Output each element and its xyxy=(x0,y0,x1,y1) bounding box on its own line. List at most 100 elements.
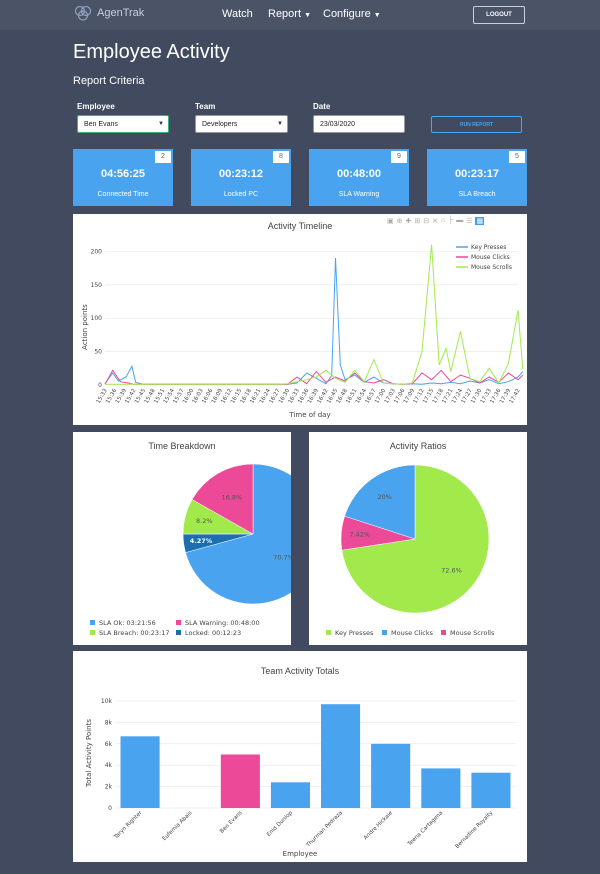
y-axis-label: Action points xyxy=(81,304,89,350)
stat-card-count: 2 xyxy=(155,151,171,163)
stat-card-label: Locked PC xyxy=(223,191,259,198)
date-label: Date xyxy=(313,102,331,111)
chevron-down-icon: ▼ xyxy=(277,121,283,127)
zoom-out-icon[interactable]: ⊟ xyxy=(423,218,430,225)
bar[interactable] xyxy=(421,768,461,808)
nav-configure[interactable]: Configure ▼ xyxy=(323,8,381,20)
y-tick-label: 6k xyxy=(105,741,113,748)
team-activity-totals-chart: 0 2k 4k 6k 8k 10k Taryn Righter Eufemia Abais B… xyxy=(85,698,516,858)
legend-label[interactable]: Mouse Scrolls xyxy=(450,629,495,637)
y-tick-label: 10k xyxy=(101,698,113,705)
stat-card-locked-pc: 8 00:23:12 Locked PC xyxy=(191,149,291,206)
date-input-value: 23/03/2020 xyxy=(320,120,356,128)
legend-label[interactable]: Key Presses xyxy=(471,244,506,251)
x-tick-label: Bernadine Royalty xyxy=(455,810,495,850)
x-tick-label: Andre Hickaie xyxy=(363,810,395,842)
slice-label: 4.27% xyxy=(190,537,213,545)
legend-swatch xyxy=(382,630,387,635)
bar[interactable] xyxy=(270,782,310,808)
slice-label: 16.8% xyxy=(221,494,242,502)
legend-label[interactable]: SLA Breach: 00:23:17 xyxy=(99,629,170,637)
legend-swatch xyxy=(326,630,331,635)
logout-button[interactable]: LOGOUT xyxy=(473,6,525,24)
slice-label: 8.2% xyxy=(196,517,213,525)
series-line[interactable] xyxy=(104,369,524,385)
stat-card-count: 5 xyxy=(509,151,525,163)
plotly-logo-icon[interactable]: ▦ xyxy=(475,217,485,225)
x-tick-label: Ben Evans xyxy=(219,810,244,835)
legend-label[interactable]: Mouse Scrolls xyxy=(471,264,512,271)
chevron-down-icon: ▼ xyxy=(158,121,164,127)
legend-label[interactable]: SLA Ok: 03:21:56 xyxy=(99,619,156,627)
stat-card-label: SLA Breach xyxy=(458,191,496,198)
team-select-value: Developers xyxy=(202,120,238,128)
series-line[interactable] xyxy=(105,244,524,385)
x-tick-label: Eufemia Abais xyxy=(162,810,194,842)
y-tick-label: 0 xyxy=(108,805,112,812)
activity-ratios-chart: 72.6% 7.42% 20% Key Presses Mouse Clicks Mou… xyxy=(326,464,495,637)
chevron-down-icon: ▼ xyxy=(373,12,381,19)
x-tick-label: Taryn Righter xyxy=(113,810,144,841)
time-breakdown-panel: Time Breakdown 70.7% 4.27% 8.2% 16.8% SLA O… xyxy=(73,432,291,645)
date-input[interactable]: 23/03/2020 xyxy=(313,115,405,133)
spike-icon[interactable]: ├ xyxy=(448,217,454,224)
legend-label[interactable]: SLA Warning: 00:48:00 xyxy=(185,619,260,627)
brand-logo[interactable]: AgenTrak xyxy=(73,5,144,21)
stat-card-time: 04:56:25 xyxy=(100,168,146,180)
y-tick-label: 100 xyxy=(91,315,103,322)
activity-ratios-panel: Activity Ratios 72.6% 7.42% 20% Key Presse… xyxy=(309,432,527,645)
slice-label: 72.6% xyxy=(441,566,462,574)
bar[interactable] xyxy=(220,754,260,809)
activity-timeline-panel: Activity Timeline ▣ ⊕ ✚ ⊞ ⊟ ✕ ⌂ ├ ▬ ☰ ▦ … xyxy=(73,214,527,425)
employee-select-value: Ben Evans xyxy=(84,120,118,128)
brand-logo-icon xyxy=(74,5,92,21)
run-report-button[interactable]: RUN REPORT xyxy=(431,116,522,133)
hover-closest-icon[interactable]: ▬ xyxy=(456,217,464,224)
team-activity-totals-panel: Team Activity Totals 0 2k 4k 6k 8k 10k Taryn … xyxy=(73,651,527,862)
stat-card-connected-time: 2 04:56:25 Connected Time xyxy=(73,149,173,206)
nav-watch[interactable]: Watch xyxy=(222,8,253,20)
camera-icon[interactable]: ▣ xyxy=(387,218,394,225)
nav-configure-label: Configure xyxy=(323,8,371,20)
bar[interactable] xyxy=(371,743,411,808)
team-select[interactable]: Developers ▼ xyxy=(195,115,288,133)
nav-report-label: Report xyxy=(268,8,302,20)
zoom-in-icon[interactable]: ⊞ xyxy=(414,218,421,225)
x-tick-label: Enid Dunlop xyxy=(266,810,294,838)
y-tick-label: 4k xyxy=(105,762,113,769)
autoscale-icon[interactable]: ✕ xyxy=(432,218,438,225)
employee-select[interactable]: Ben Evans ▼ xyxy=(77,115,169,133)
series-line[interactable] xyxy=(104,257,524,385)
stat-card-time: 00:23:17 xyxy=(454,168,500,180)
stat-card-time: 00:23:12 xyxy=(218,168,264,180)
pie-slice[interactable] xyxy=(185,463,291,605)
y-tick-label: 150 xyxy=(91,282,103,289)
bar[interactable] xyxy=(321,704,361,808)
pie-slice[interactable] xyxy=(344,464,416,540)
bar[interactable] xyxy=(471,772,511,808)
bar[interactable] xyxy=(120,736,160,808)
pie-slice[interactable] xyxy=(191,463,254,535)
home-icon[interactable]: ⌂ xyxy=(441,217,446,224)
pan-icon[interactable]: ✚ xyxy=(405,218,412,225)
stat-card-count: 9 xyxy=(391,151,407,163)
legend-label[interactable]: Locked: 00:12:23 xyxy=(185,629,241,637)
legend-swatch xyxy=(90,630,95,635)
page-title: Employee Activity xyxy=(73,41,230,63)
zoom-icon[interactable]: ⊕ xyxy=(396,218,403,225)
slice-label: 70.7% xyxy=(273,553,291,561)
legend-swatch xyxy=(176,630,181,635)
chevron-down-icon: ▼ xyxy=(304,12,312,19)
legend-label[interactable]: Key Presses xyxy=(335,629,374,637)
chart-title: Activity Ratios xyxy=(389,441,447,451)
legend-label[interactable]: Mouse Clicks xyxy=(471,254,510,261)
legend-swatch xyxy=(441,630,446,635)
pie-slice[interactable] xyxy=(341,464,490,614)
x-axis-label: Time of day xyxy=(288,411,330,419)
nav-report[interactable]: Report ▼ xyxy=(268,8,311,20)
chart-title: Activity Timeline xyxy=(267,221,333,231)
y-tick-label: 0 xyxy=(98,382,102,389)
legend-label[interactable]: Mouse Clicks xyxy=(391,629,434,637)
legend-swatch xyxy=(90,620,95,625)
hover-compare-icon[interactable]: ☰ xyxy=(466,218,473,225)
